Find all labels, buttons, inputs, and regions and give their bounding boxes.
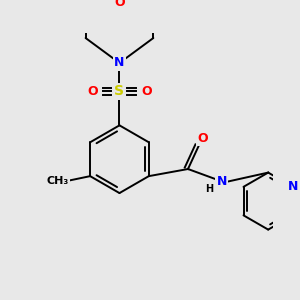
Text: O: O [197, 132, 208, 145]
Text: O: O [141, 85, 152, 98]
Text: O: O [87, 85, 98, 98]
Text: N: N [217, 175, 227, 188]
Text: CH₃: CH₃ [47, 176, 69, 186]
Text: N: N [114, 56, 125, 70]
Text: S: S [115, 85, 124, 98]
Text: O: O [114, 0, 125, 9]
Text: H: H [205, 184, 213, 194]
Text: N: N [288, 180, 298, 193]
